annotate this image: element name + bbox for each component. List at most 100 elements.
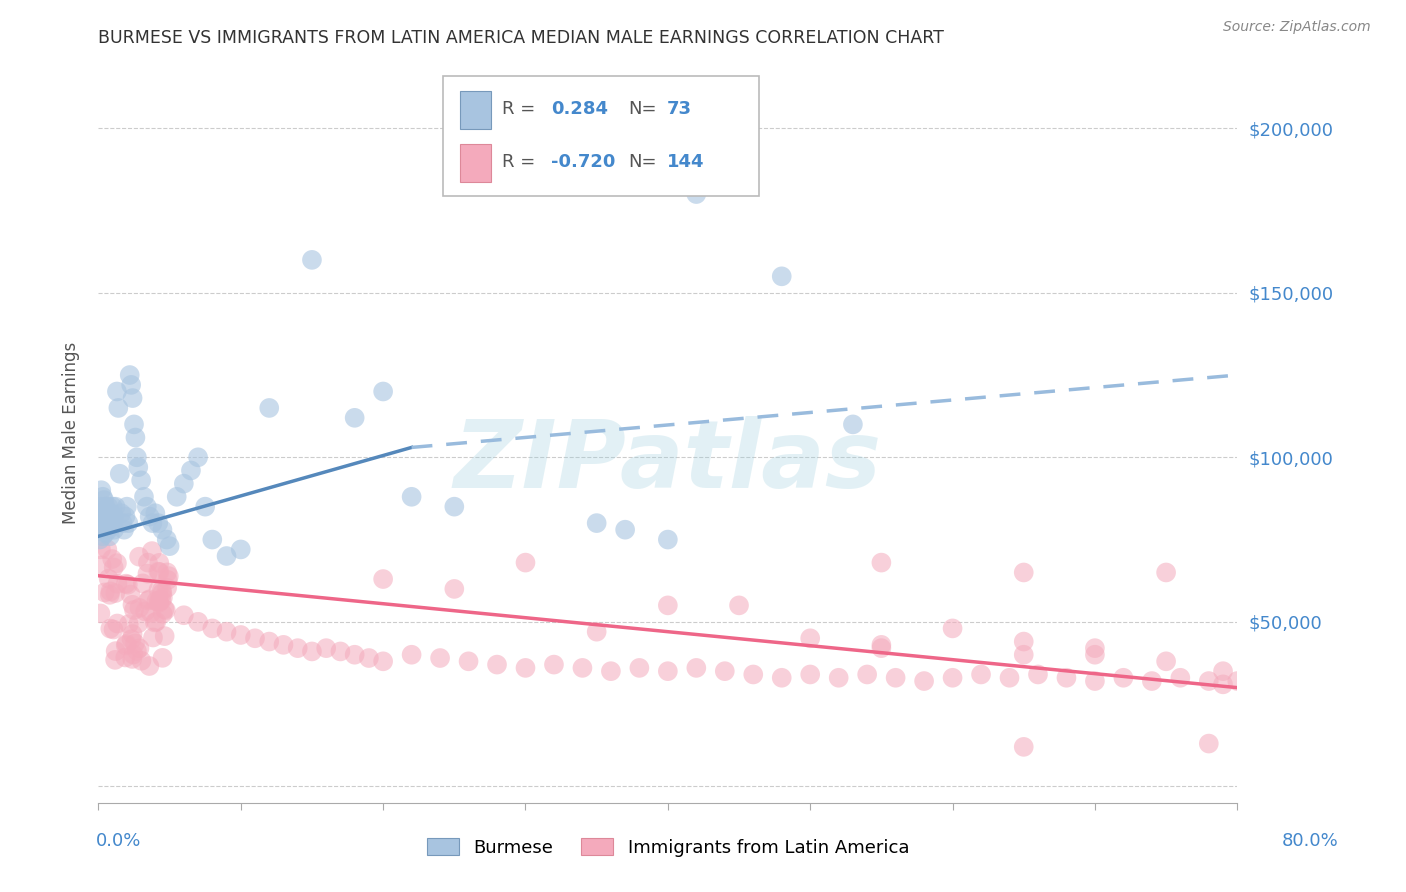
Point — [148, 565, 170, 579]
Point — [373, 384, 395, 399]
Point — [215, 624, 238, 639]
Point — [429, 651, 451, 665]
Point — [259, 634, 281, 648]
Point — [100, 506, 122, 520]
Point — [127, 460, 149, 475]
Point — [104, 653, 127, 667]
Point — [105, 556, 128, 570]
Point — [457, 654, 479, 668]
Point — [515, 556, 537, 570]
Point — [98, 588, 121, 602]
Point — [1112, 671, 1135, 685]
Point — [856, 667, 879, 681]
Point — [148, 582, 170, 597]
Point — [145, 594, 167, 608]
Legend: Burmese, Immigrants from Latin America: Burmese, Immigrants from Latin America — [419, 830, 917, 864]
Point — [115, 500, 138, 514]
Point — [150, 593, 173, 607]
Point — [128, 601, 150, 615]
Point — [153, 629, 176, 643]
Point — [1026, 667, 1049, 681]
Text: N=: N= — [628, 153, 657, 171]
Point — [152, 591, 174, 605]
Point — [714, 664, 737, 678]
Point — [1012, 739, 1035, 754]
Point — [143, 615, 166, 630]
Point — [373, 572, 395, 586]
Point — [104, 586, 127, 600]
Point — [243, 632, 266, 646]
Point — [138, 509, 160, 524]
Point — [1012, 634, 1035, 648]
Point — [150, 583, 173, 598]
Point — [115, 576, 138, 591]
Point — [94, 526, 117, 541]
Point — [96, 516, 118, 530]
Point — [443, 582, 465, 596]
Point — [156, 581, 179, 595]
Point — [1154, 654, 1177, 668]
Point — [107, 401, 129, 415]
Point — [136, 593, 159, 607]
Point — [329, 644, 352, 658]
Point — [728, 599, 751, 613]
Text: BURMESE VS IMMIGRANTS FROM LATIN AMERICA MEDIAN MALE EARNINGS CORRELATION CHART: BURMESE VS IMMIGRANTS FROM LATIN AMERICA… — [98, 29, 945, 47]
Y-axis label: Median Male Earnings: Median Male Earnings — [62, 342, 80, 524]
Point — [121, 652, 143, 666]
Point — [194, 500, 217, 514]
Point — [93, 585, 115, 599]
Point — [89, 607, 111, 621]
Point — [870, 638, 893, 652]
Point — [120, 588, 142, 602]
Point — [970, 667, 993, 681]
Point — [91, 529, 114, 543]
Point — [1226, 674, 1249, 689]
Point — [128, 641, 150, 656]
Point — [101, 500, 124, 514]
Point — [107, 576, 129, 591]
Point — [152, 523, 174, 537]
Point — [942, 621, 965, 635]
Point — [166, 490, 188, 504]
Point — [1012, 648, 1035, 662]
Point — [152, 607, 174, 621]
Point — [1056, 671, 1078, 685]
Point — [401, 490, 423, 504]
Text: 144: 144 — [666, 153, 704, 171]
Point — [357, 651, 380, 665]
Point — [98, 622, 121, 636]
Point — [121, 598, 143, 612]
Point — [870, 556, 893, 570]
Point — [148, 516, 170, 530]
Point — [135, 500, 157, 514]
Point — [117, 577, 139, 591]
Point — [1198, 674, 1220, 689]
Point — [97, 572, 120, 586]
Point — [301, 252, 323, 267]
Point — [89, 509, 111, 524]
Point — [104, 644, 127, 658]
Point — [156, 566, 179, 580]
Point — [998, 671, 1021, 685]
Point — [97, 500, 120, 514]
Point — [131, 654, 153, 668]
Point — [103, 523, 125, 537]
Point — [124, 431, 146, 445]
Point — [128, 549, 150, 564]
Point — [118, 368, 141, 382]
Point — [96, 506, 118, 520]
Text: 73: 73 — [666, 101, 692, 119]
Point — [828, 671, 851, 685]
Point — [121, 632, 143, 647]
Point — [138, 592, 160, 607]
Point — [100, 519, 122, 533]
Point — [138, 659, 160, 673]
Point — [1084, 641, 1107, 656]
Point — [1012, 566, 1035, 580]
Point — [870, 641, 893, 656]
Point — [96, 542, 118, 557]
Point — [89, 533, 111, 547]
Point — [132, 576, 155, 591]
Point — [657, 599, 679, 613]
Point — [94, 500, 117, 514]
